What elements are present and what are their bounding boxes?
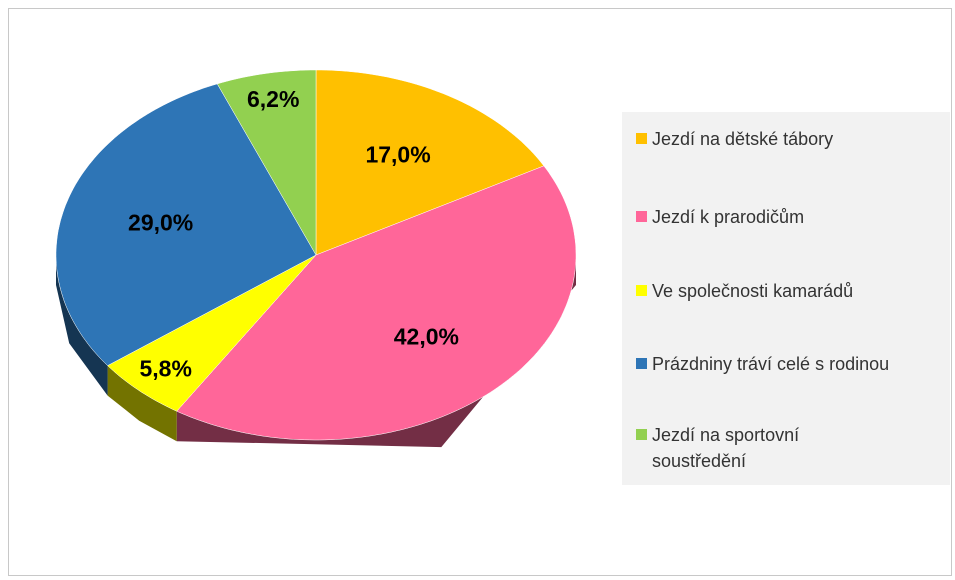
- data-label: 6,2%: [247, 86, 299, 112]
- slice: [55, 83, 317, 366]
- legend: Jezdí na dětské tábory Jezdí k prarodičům…: [622, 112, 950, 485]
- legend-swatch: [636, 211, 647, 222]
- slice-side: [176, 255, 576, 448]
- slice-side: [56, 255, 108, 396]
- legend-swatch: [636, 285, 647, 296]
- legend-label: Prázdniny tráví celé s rodinou: [652, 354, 890, 374]
- legend-label: Jezdí na sportovní soustředění: [652, 425, 800, 471]
- legend-item: Ve společnosti kamarádů: [636, 278, 853, 304]
- chart-frame: [8, 8, 952, 576]
- legend-label: Jezdí k prarodičům: [652, 207, 805, 227]
- legend-item: Jezdí na dětské tábory: [636, 126, 833, 152]
- data-label: 42,0%: [394, 324, 459, 350]
- slice: [176, 165, 577, 441]
- legend-item: Prázdniny tráví celé s rodinou: [636, 351, 889, 377]
- data-label: 29,0%: [128, 209, 193, 235]
- legend-swatch: [636, 429, 647, 440]
- legend-label: Ve společnosti kamarádů: [652, 281, 854, 301]
- legend-item: Jezdí na sportovní soustředění: [636, 422, 846, 474]
- legend-swatch: [636, 133, 647, 144]
- slice-side: [107, 365, 177, 442]
- data-label: 5,8%: [140, 355, 192, 381]
- slice: [216, 69, 317, 256]
- slice: [315, 69, 545, 256]
- legend-item: Jezdí k prarodičům: [636, 204, 804, 230]
- legend-label: Jezdí na dětské tábory: [652, 129, 834, 149]
- legend-swatch: [636, 358, 647, 369]
- slice: [107, 254, 317, 412]
- data-label: 17,0%: [365, 141, 430, 167]
